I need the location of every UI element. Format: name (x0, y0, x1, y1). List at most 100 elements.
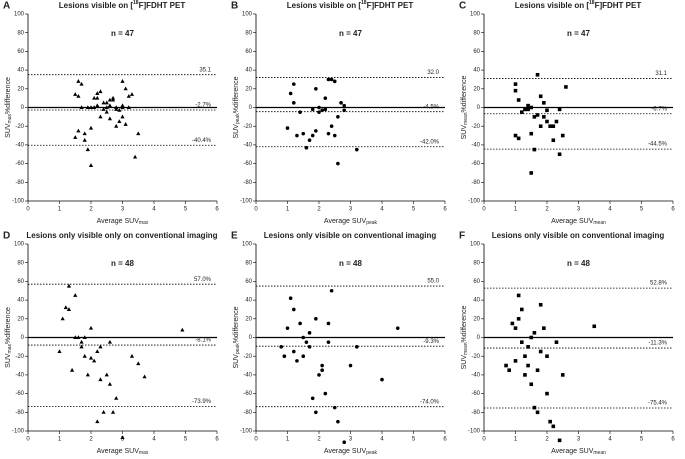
x-axis-label: Average SUVmean (551, 218, 606, 226)
point (355, 345, 359, 349)
y-tick-label: -60 (243, 391, 252, 397)
point (551, 124, 556, 128)
point (523, 107, 527, 112)
y-tick-label: -100 (12, 199, 25, 205)
point (560, 373, 565, 377)
point (88, 163, 94, 167)
title-text: Lesions only visible only on conventiona… (26, 231, 217, 240)
reference-label: -11.3% (648, 341, 667, 347)
point (180, 327, 185, 332)
point (79, 339, 84, 344)
point (126, 105, 131, 109)
point (76, 335, 81, 339)
point (95, 419, 100, 424)
y-tick-label: 100 (470, 242, 481, 248)
y-label-sub: max (7, 343, 13, 353)
point (126, 93, 131, 98)
point (285, 126, 290, 130)
y-tick-label: -100 (468, 199, 481, 205)
point (95, 95, 100, 100)
y-tick-label: 0 (249, 105, 253, 111)
point (63, 305, 68, 310)
x-tick-label: 4 (152, 437, 156, 443)
reference-label: -75.4% (648, 401, 668, 407)
point (320, 363, 324, 368)
point (548, 124, 552, 128)
point (336, 115, 340, 119)
x-tick-label: 0 (26, 207, 30, 213)
point (88, 355, 94, 360)
point (529, 131, 534, 136)
point (133, 154, 138, 159)
y-tick-label: 100 (242, 242, 253, 248)
point (98, 89, 103, 94)
point (329, 124, 334, 128)
point (310, 107, 315, 112)
y-tick-label: 60 (17, 49, 24, 55)
x-tick-label: 2 (545, 437, 549, 443)
y-label-text: SUV (5, 123, 12, 138)
y-tick-label: 20 (17, 316, 24, 322)
x-label-text: Average SUV (551, 218, 594, 225)
panel-title: Lesions visible on [18F]FDHT PET (515, 0, 642, 10)
point (507, 368, 511, 373)
x-tick-label: 6 (671, 437, 675, 443)
y-tick-label: 100 (242, 12, 253, 18)
point (129, 353, 135, 358)
point (298, 110, 302, 114)
point (332, 133, 337, 138)
point (304, 340, 309, 344)
reference-label: 52.8% (650, 281, 668, 287)
panel-title: Lesions visible on [18F]FDHT PET (287, 0, 414, 10)
x-tick-label: 1 (514, 207, 518, 213)
point (538, 302, 543, 307)
point (301, 131, 306, 136)
y-tick-label: 20 (473, 86, 480, 92)
point (314, 317, 318, 321)
x-tick-label: 4 (608, 437, 612, 443)
y-axis-label: SUVmean%difference (461, 76, 469, 140)
title-sup: 18 (361, 0, 367, 6)
point (85, 147, 90, 152)
reference-label: -6.7% (651, 106, 667, 112)
point (76, 79, 81, 83)
point (66, 307, 72, 311)
reference-label: 32.0 (427, 70, 439, 76)
y-label-text: SUV (5, 353, 12, 368)
reference-label: -40.4% (192, 138, 212, 144)
y-tick-label: 80 (17, 30, 24, 36)
y-tick-label: 60 (245, 279, 252, 285)
x-tick-label: 4 (380, 437, 384, 443)
point (336, 161, 340, 166)
reference-label: 57.0% (194, 277, 212, 283)
y-tick-label: -100 (468, 429, 481, 435)
panel-letter: D (3, 231, 10, 242)
point (355, 147, 359, 152)
y-tick-label: 80 (473, 260, 480, 266)
point (282, 354, 287, 359)
x-tick-label: 6 (671, 207, 675, 213)
point (107, 103, 112, 108)
x-label-sub: peak (366, 220, 377, 226)
y-label-sub: mean (463, 112, 469, 125)
x-tick-label: 6 (443, 207, 447, 213)
y-axis-label: SUVpeak%difference (233, 306, 241, 368)
point (79, 105, 84, 109)
y-tick-label: -20 (15, 124, 24, 130)
point (513, 359, 518, 363)
reference-label: 55.0 (427, 279, 439, 285)
x-tick-label: 0 (26, 437, 30, 443)
y-tick-label: -40 (243, 142, 252, 148)
y-axis-label: SUVmax%difference (5, 77, 13, 138)
point (66, 283, 72, 288)
x-tick-label: 3 (121, 437, 125, 443)
point (76, 128, 81, 133)
point (85, 105, 90, 109)
point (298, 321, 302, 326)
y-label-text: SUV (461, 355, 468, 370)
y-tick-label: -100 (12, 429, 25, 435)
y-tick-label: 0 (249, 335, 253, 341)
point (107, 339, 112, 344)
reference-label: -2.7% (195, 103, 211, 109)
point (323, 107, 328, 112)
